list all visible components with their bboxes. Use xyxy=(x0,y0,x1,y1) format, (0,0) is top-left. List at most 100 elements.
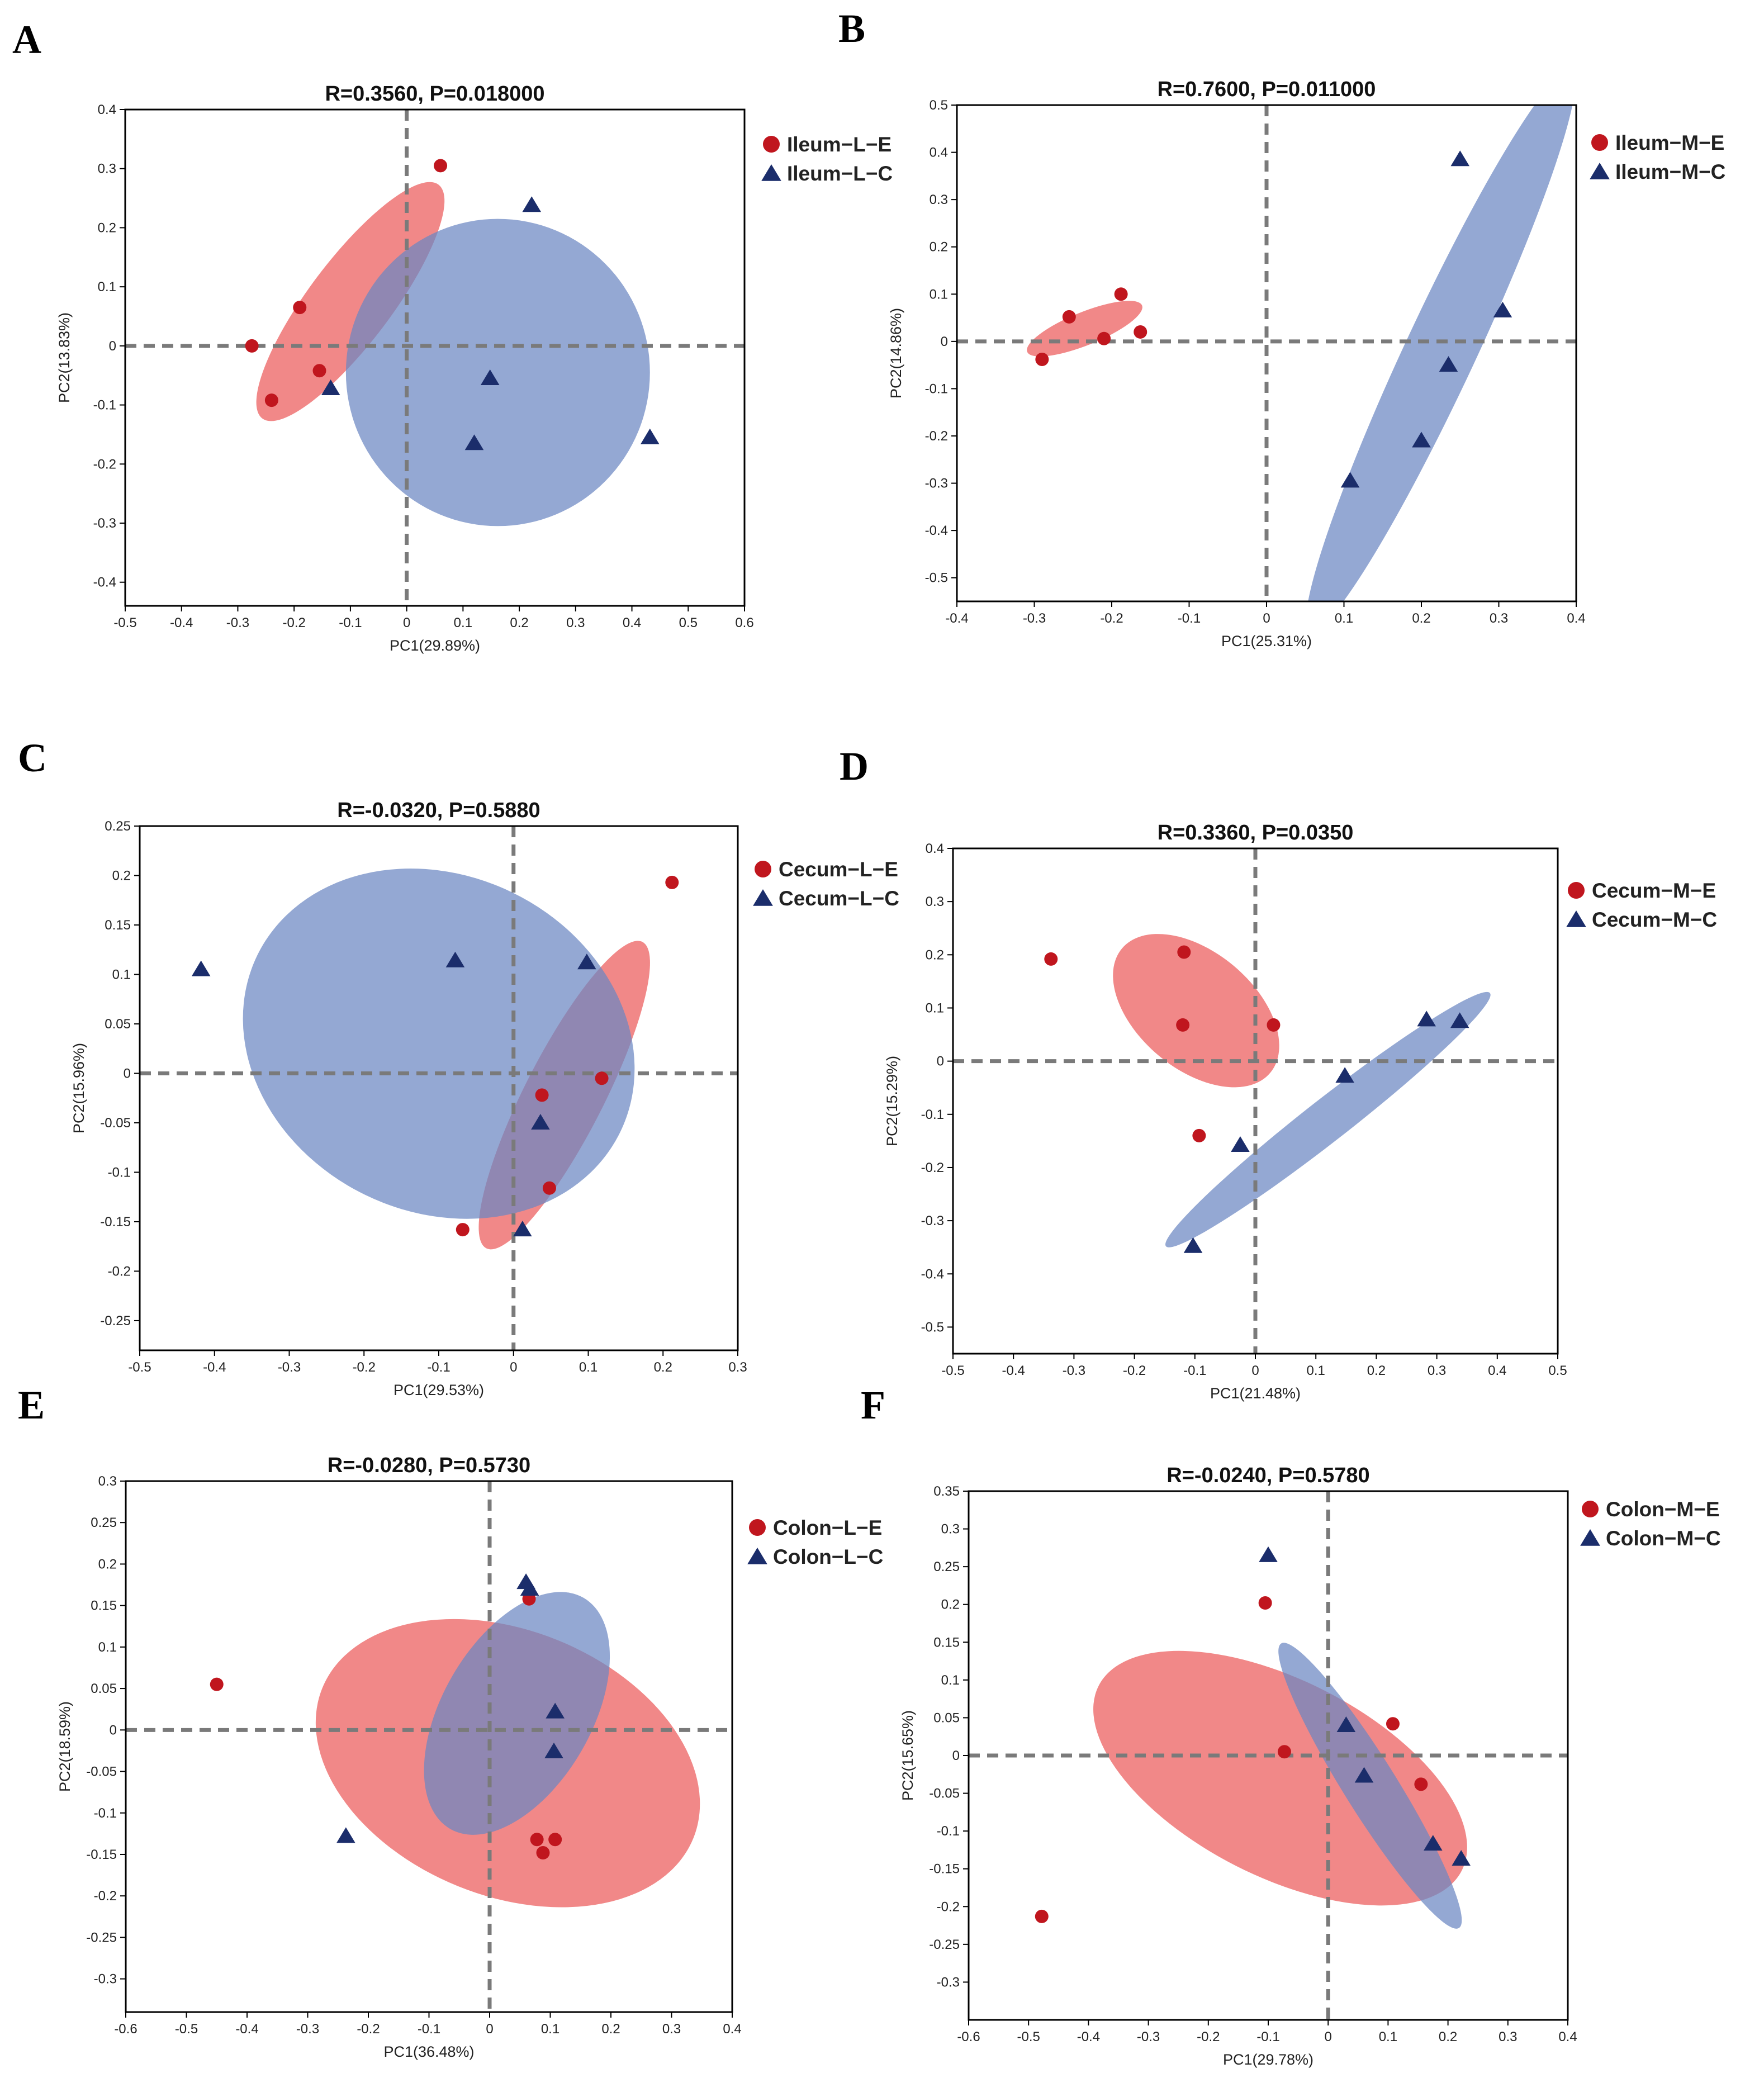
data-point-e xyxy=(548,1833,562,1847)
y-tick-label: 0.2 xyxy=(98,1557,117,1572)
x-axis-label: PC1(29.78%) xyxy=(1223,2051,1313,2068)
x-tick-label: 0.1 xyxy=(1335,611,1353,626)
confidence-ellipses xyxy=(1113,934,1491,1247)
chart-title: R=-0.0320, P=0.5880 xyxy=(337,799,540,822)
x-tick-label: 0.3 xyxy=(1499,2029,1517,2044)
x-tick-label: -0.2 xyxy=(1100,611,1123,626)
y-tick-label: 0.05 xyxy=(105,1017,131,1032)
x-tick-label: 0 xyxy=(1263,611,1270,626)
data-point-e xyxy=(1267,1018,1281,1032)
x-tick-label: -0.3 xyxy=(278,1360,301,1375)
y-tick-label: -0.05 xyxy=(86,1764,117,1780)
legend-marker-e xyxy=(749,1519,766,1536)
x-tick-label: -0.4 xyxy=(1002,1363,1025,1378)
legend-label: Cecum−M−E xyxy=(1592,879,1716,902)
chart-panel-b: B R=0.7600, P=0.011000 -0.4 -0.3 -0.2 -0.1 0 0.… xyxy=(838,6,1725,649)
ellipse-c xyxy=(1306,105,1576,601)
x-tick-label: 0.2 xyxy=(601,2022,620,2037)
x-tick-label: 0.4 xyxy=(1558,2029,1577,2044)
y-tick-label: -0.05 xyxy=(929,1786,960,1801)
x-axis-label: PC1(29.53%) xyxy=(393,1382,484,1398)
x-tick-label: 0 xyxy=(1251,1363,1259,1378)
data-point-e xyxy=(1134,325,1147,339)
x-tick-label: -0.6 xyxy=(957,2029,980,2044)
legend-marker-c xyxy=(1566,910,1586,927)
y-tick-label: -0.2 xyxy=(921,1160,944,1175)
legend-marker-e xyxy=(763,136,780,153)
chart-panel-a: A R=0.3560, P=0.018000 -0.5 -0.4 -0.3 -0.2 -0.… xyxy=(12,17,893,654)
y-tick-label: 0 xyxy=(941,334,948,349)
y-tick-label: -0.2 xyxy=(108,1264,131,1279)
ellipse-c xyxy=(345,219,650,526)
y-tick-label: -0.5 xyxy=(921,1320,944,1335)
x-tick-label: 0.4 xyxy=(1488,1363,1506,1378)
data-point-c xyxy=(1354,1767,1374,1783)
x-tick-label: 0.2 xyxy=(1367,1363,1386,1378)
y-axis-label: PC2(15.65%) xyxy=(899,1710,916,1801)
data-point-c xyxy=(464,434,484,450)
x-tick-label: 0 xyxy=(510,1360,517,1375)
y-tick-label: -0.1 xyxy=(108,1165,131,1180)
data-point-c xyxy=(1183,1237,1203,1253)
ellipse-c xyxy=(1278,1643,1462,1929)
x-tick-label: -0.3 xyxy=(1063,1363,1085,1378)
x-tick-label: -0.1 xyxy=(1178,611,1201,626)
chart-panel-d: D R=0.3360, P=0.0350 -0.5 -0.4 -0.3 -0.2 -0.1 0… xyxy=(840,744,1717,1402)
ellipse-c xyxy=(243,869,635,1219)
y-tick-label: 0 xyxy=(109,339,116,354)
y-tick-label: -0.25 xyxy=(86,1930,117,1945)
data-point-c xyxy=(1417,1010,1436,1027)
data-point-e xyxy=(665,875,679,889)
data-point-e xyxy=(530,1833,544,1847)
legend-marker-e xyxy=(1582,1501,1599,1517)
x-tick-label: 0.3 xyxy=(1490,611,1508,626)
x-tick-label: -0.4 xyxy=(170,615,193,630)
x-tick-label: -0.4 xyxy=(945,611,968,626)
x-tick-label: -0.1 xyxy=(1183,1363,1206,1378)
y-tick-label: -0.1 xyxy=(921,1107,944,1122)
chart-title: R=-0.0240, P=0.5780 xyxy=(1166,1464,1369,1487)
y-tick-label: 0.3 xyxy=(926,894,944,909)
y-tick-label: -0.4 xyxy=(921,1266,944,1282)
data-point-c xyxy=(445,951,465,967)
y-tick-label: 0.5 xyxy=(930,98,948,113)
x-axis-label: PC1(25.31%) xyxy=(1221,633,1312,649)
legend-label: Cecum−L−C xyxy=(779,887,899,910)
data-point-c xyxy=(1439,356,1458,372)
x-tick-label: -0.2 xyxy=(357,2022,380,2037)
data-point-e xyxy=(1062,310,1076,324)
confidence-ellipses xyxy=(256,182,650,526)
x-tick-label: 0.2 xyxy=(654,1360,672,1375)
y-tick-label: -0.3 xyxy=(94,1972,117,1987)
chart-panel-f: F R=-0.0240, P=0.5780 -0.6 -0.5 -0.4 -0.3 -0.2… xyxy=(861,1383,1721,2068)
x-tick-label: 0.2 xyxy=(1412,611,1430,626)
legend-marker-c xyxy=(1590,163,1610,179)
x-tick-label: 0.1 xyxy=(1307,1363,1325,1378)
y-tick-label: 0.05 xyxy=(91,1681,117,1696)
data-point-e xyxy=(1035,1909,1049,1923)
y-tick-label: 0.3 xyxy=(930,192,948,207)
y-tick-label: -0.3 xyxy=(937,1975,960,1990)
data-point-e xyxy=(1176,1018,1190,1032)
legend-marker-c xyxy=(761,164,781,181)
x-tick-label: 0.1 xyxy=(1379,2029,1397,2044)
chart-title: R=0.7600, P=0.011000 xyxy=(1158,78,1376,101)
data-point-c xyxy=(531,1113,550,1130)
x-tick-label: 0.3 xyxy=(662,2022,681,2037)
panel-letter: D xyxy=(840,744,869,789)
y-axis-label: PC2(14.86%) xyxy=(888,308,904,398)
ellipse-e xyxy=(1093,1650,1467,1906)
y-tick-label: 0.35 xyxy=(933,1484,960,1499)
y-tick-label: -0.1 xyxy=(925,381,948,396)
y-tick-label: -0.3 xyxy=(925,476,948,491)
y-tick-label: -0.2 xyxy=(94,1889,117,1904)
x-axis-label: PC1(29.89%) xyxy=(390,637,480,654)
confidence-ellipses xyxy=(243,869,650,1250)
data-point-c xyxy=(1412,431,1431,448)
x-tick-label: -0.5 xyxy=(175,2022,198,2037)
ellipse-c xyxy=(1165,991,1491,1247)
y-axis-label: PC2(18.59%) xyxy=(56,1701,73,1792)
legend-marker-e xyxy=(1568,882,1585,899)
data-point-c xyxy=(520,1579,539,1596)
